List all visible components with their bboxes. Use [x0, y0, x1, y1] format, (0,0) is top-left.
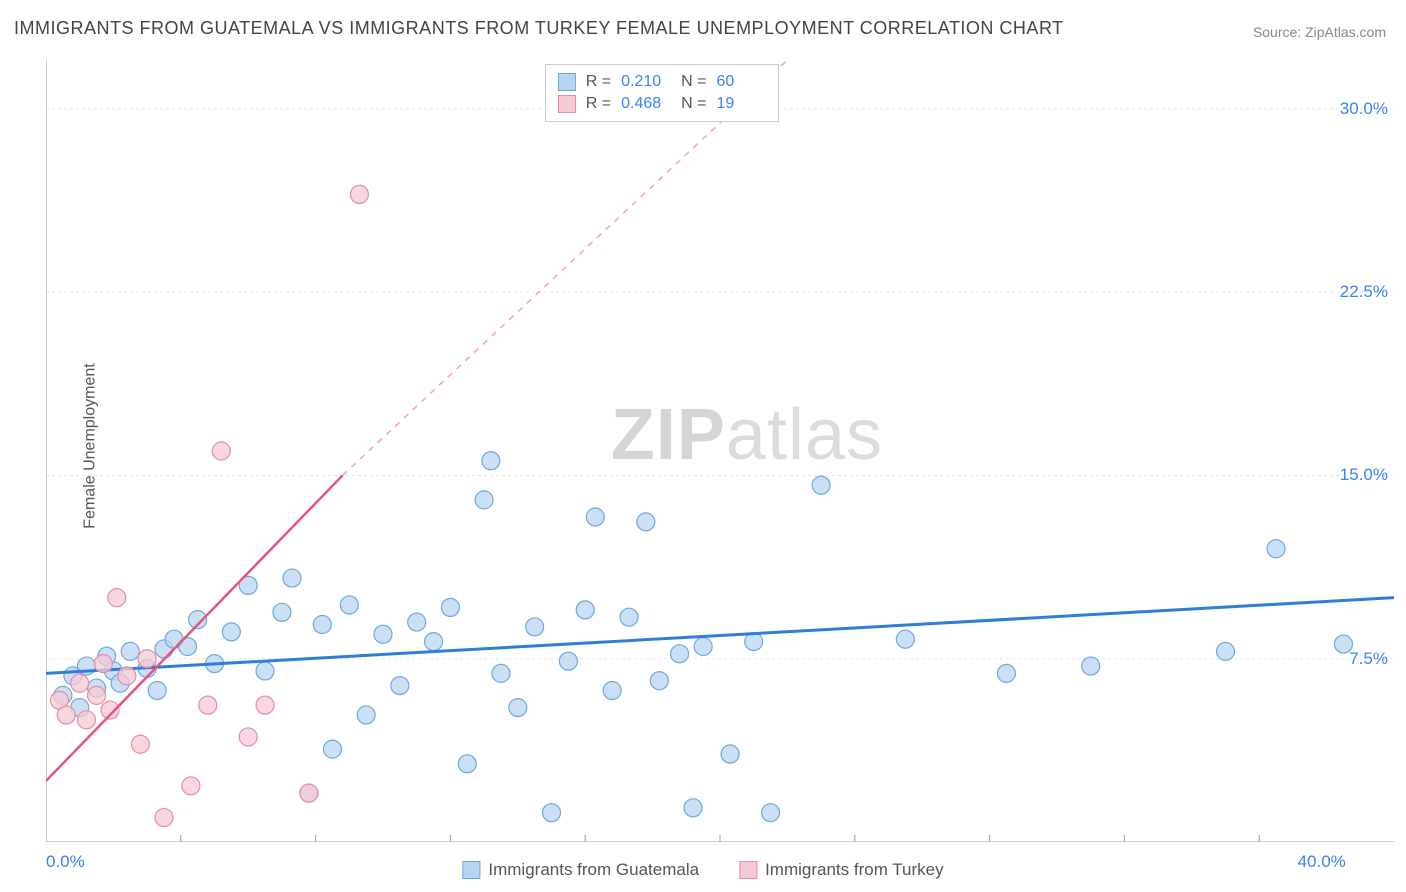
legend-swatch: [558, 73, 576, 91]
y-tick-label: 22.5%: [1340, 282, 1388, 302]
stat-r-value: 0.468: [621, 95, 671, 113]
stats-row: R = 0.210 N = 60: [558, 71, 767, 93]
chart-plot-area: ZIPatlas R = 0.210 N = 60 R = 0.468 N = …: [46, 60, 1394, 842]
y-tick-label: 7.5%: [1349, 649, 1388, 669]
y-tick-label: 15.0%: [1340, 465, 1388, 485]
stat-n-value: 19: [716, 95, 766, 113]
legend-swatch: [558, 95, 576, 113]
correlation-stats-box: R = 0.210 N = 60 R = 0.468 N = 19: [545, 64, 780, 122]
legend-label: Immigrants from Turkey: [765, 860, 944, 880]
legend-item: Immigrants from Guatemala: [462, 860, 699, 880]
stat-n-label: N =: [681, 95, 706, 113]
chart-title: IMMIGRANTS FROM GUATEMALA VS IMMIGRANTS …: [14, 18, 1064, 39]
legend-swatch: [462, 861, 480, 879]
source-attribution: Source: ZipAtlas.com: [1253, 24, 1386, 40]
stat-r-label: R =: [586, 73, 611, 91]
stat-n-value: 60: [716, 73, 766, 91]
stat-r-value: 0.210: [621, 73, 671, 91]
x-tick-label: 0.0%: [46, 852, 85, 872]
stats-row: R = 0.468 N = 19: [558, 93, 767, 115]
stat-r-label: R =: [586, 95, 611, 113]
legend-item: Immigrants from Turkey: [739, 860, 944, 880]
chart-legend: Immigrants from Guatemala Immigrants from…: [462, 860, 943, 880]
scatter-chart: [46, 60, 1394, 842]
legend-swatch: [739, 861, 757, 879]
legend-label: Immigrants from Guatemala: [488, 860, 699, 880]
y-tick-label: 30.0%: [1340, 99, 1388, 119]
stat-n-label: N =: [681, 73, 706, 91]
x-tick-label: 40.0%: [1298, 852, 1346, 872]
